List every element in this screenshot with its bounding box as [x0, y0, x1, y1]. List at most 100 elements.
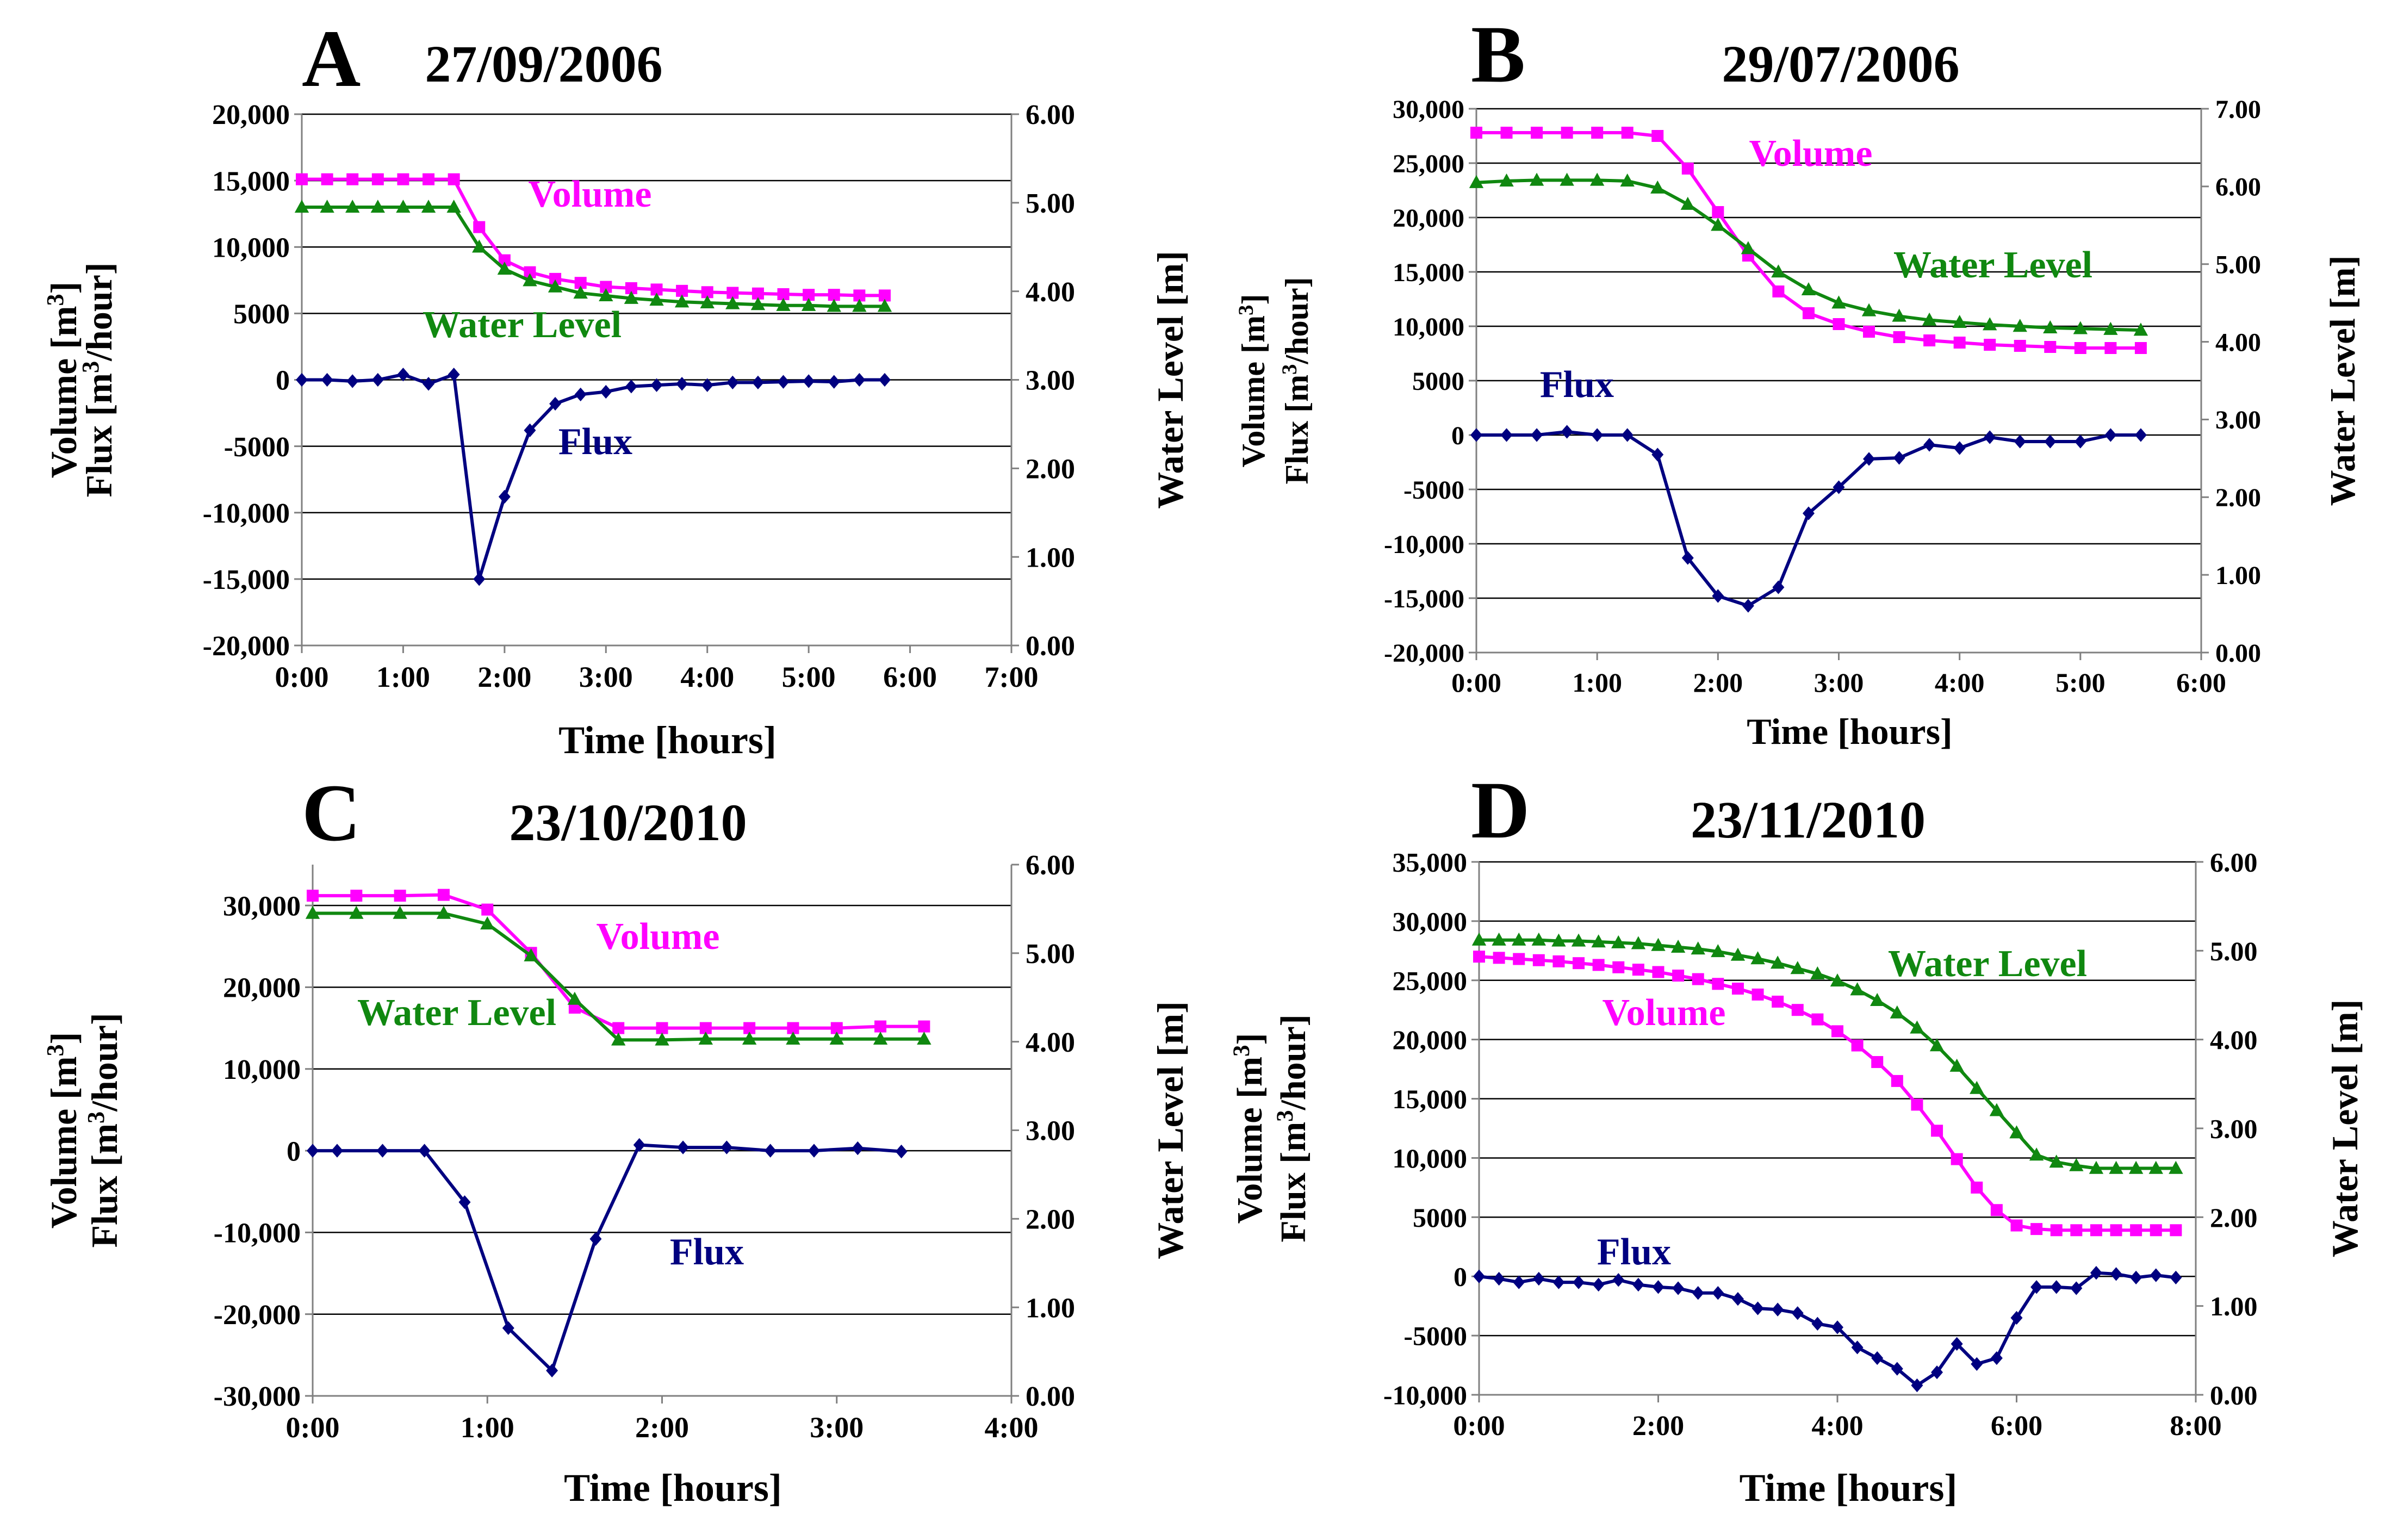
data-point-flux	[878, 372, 891, 387]
data-point-flux	[1752, 1301, 1764, 1315]
data-point-volume	[549, 272, 562, 285]
data-point-water-level	[2109, 1160, 2123, 1174]
data-point-flux	[2030, 1280, 2043, 1294]
x-tick-label: 6:00	[1991, 1411, 2042, 1442]
y-tick-label: 25,000	[1393, 965, 1468, 996]
y2-tick-label: 4.00	[1026, 1027, 1075, 1058]
data-point-water-level	[1850, 982, 1865, 996]
panel-a: A 27/09/2006 -20,000 -15,000 -10,000 -5000 0…	[42, 14, 1191, 762]
data-point-water-level	[1810, 966, 1825, 979]
x-tick-label: 6:00	[883, 661, 937, 693]
data-point-volume	[481, 903, 494, 916]
data-point-flux	[1911, 1378, 1923, 1393]
y2-tick-label: 0.00	[1026, 631, 1075, 662]
data-point-volume	[878, 289, 891, 302]
data-point-volume	[437, 889, 450, 901]
y-tick-label: -5000	[1403, 476, 1464, 505]
data-point-water-level	[345, 200, 360, 213]
data-point-flux	[650, 378, 663, 392]
y-tick-label: 20,000	[212, 100, 290, 131]
data-point-flux	[1891, 1362, 1903, 1376]
panel-b: B 29/07/2006 -20,000 -15,000 -10,000 -5000 0…	[1234, 9, 2363, 752]
y-tick-label: 10,000	[1393, 1143, 1468, 1173]
data-point-flux	[458, 1195, 471, 1209]
y-axis-label-volume: Volume [m3]	[42, 1032, 85, 1228]
data-point-water-level	[523, 273, 537, 287]
data-point-water-level	[1591, 934, 1606, 948]
y-axis-label-volume: Volume [m3]	[1234, 294, 1272, 468]
series-line-flux	[313, 1143, 902, 1373]
data-point-water-level	[1531, 932, 1546, 946]
data-point-volume	[1931, 1125, 1943, 1137]
data-point-flux	[1672, 1281, 1685, 1295]
data-point-water-level	[917, 1031, 931, 1045]
data-point-volume	[853, 289, 866, 302]
data-point-water-level	[1801, 282, 1816, 296]
data-point-water-level	[852, 299, 867, 312]
data-point-flux	[852, 1141, 864, 1156]
data-point-volume	[1772, 285, 1785, 297]
data-point-volume	[2104, 342, 2117, 354]
data-point-flux	[1561, 425, 1573, 439]
data-point-water-level	[1929, 1038, 1945, 1052]
data-point-water-level	[548, 279, 563, 293]
data-point-water-level	[393, 905, 407, 919]
data-point-volume	[699, 1022, 712, 1034]
data-point-volume	[1692, 973, 1704, 985]
data-point-water-level	[1499, 173, 1514, 187]
data-point-volume	[524, 266, 536, 278]
axes: -30,000 -20,000 -10,000 0 10,000 20,000 30,000…	[214, 850, 1075, 1444]
data-point-flux	[1871, 1351, 1884, 1365]
x-tick-label: 4:00	[985, 1411, 1039, 1444]
data-point-water-level	[1892, 308, 1906, 322]
data-point-water-level	[1711, 944, 1725, 958]
data-point-water-level	[1471, 932, 1487, 946]
data-point-volume	[296, 173, 308, 185]
data-point-water-level	[370, 200, 386, 213]
data-point-volume	[828, 289, 840, 301]
data-point-water-level	[776, 297, 791, 311]
y2-tick-label: 6.00	[2210, 847, 2258, 878]
data-point-volume	[1863, 326, 1875, 338]
x-axis-label: Time [hours]	[1747, 711, 1952, 752]
series-label-volume: Volume	[529, 173, 652, 215]
data-point-water-level	[1620, 173, 1635, 187]
data-point-flux	[2050, 1280, 2063, 1294]
x-axis-label: Time [hours]	[564, 1466, 782, 1510]
x-tick-label: 3:00	[579, 661, 633, 693]
data-point-water-level	[1741, 241, 1756, 254]
data-point-volume	[1612, 961, 1625, 973]
data-point-flux	[498, 489, 511, 504]
data-point-volume	[1573, 957, 1585, 970]
data-point-volume	[1772, 995, 1784, 1008]
data-point-water-level	[1830, 973, 1845, 987]
data-point-volume	[1731, 983, 1744, 995]
data-point-flux	[2150, 1268, 2162, 1282]
x-tick-label: 2:00	[477, 661, 531, 693]
y-tick-label: 10,000	[212, 232, 290, 263]
data-point-volume	[2170, 1224, 2182, 1237]
data-point-water-level	[1711, 218, 1725, 231]
data-point-flux	[1851, 1340, 1864, 1355]
data-point-water-level	[750, 297, 766, 311]
data-point-water-level	[480, 916, 495, 930]
data-point-water-level	[649, 293, 664, 306]
data-point-flux	[803, 374, 815, 388]
y2-tick-label: 6.00	[1026, 100, 1075, 131]
y-axis-label-volume: Volume [m3]	[42, 282, 85, 478]
data-point-flux	[764, 1144, 777, 1158]
y2-tick-label: 5.00	[1026, 188, 1075, 219]
y2-tick-label: 6.00	[1026, 850, 1075, 881]
y-tick-label: -10,000	[1384, 530, 1464, 559]
y-tick-label: -5000	[224, 432, 290, 463]
data-point-volume	[2074, 342, 2086, 354]
series-label-volume: Volume	[1749, 133, 1873, 175]
y-axis-label-flux: Flux [m3/hour]	[83, 1013, 126, 1248]
data-point-water-level	[2148, 1160, 2163, 1174]
data-point-flux	[1493, 1271, 1505, 1286]
data-point-flux	[346, 374, 359, 388]
data-point-flux	[1772, 1302, 1784, 1317]
y-tick-label: 30,000	[1393, 906, 1468, 936]
data-point-water-level	[829, 1031, 844, 1045]
y-axis-label-flux: Flux [m3/hour]	[77, 263, 120, 498]
